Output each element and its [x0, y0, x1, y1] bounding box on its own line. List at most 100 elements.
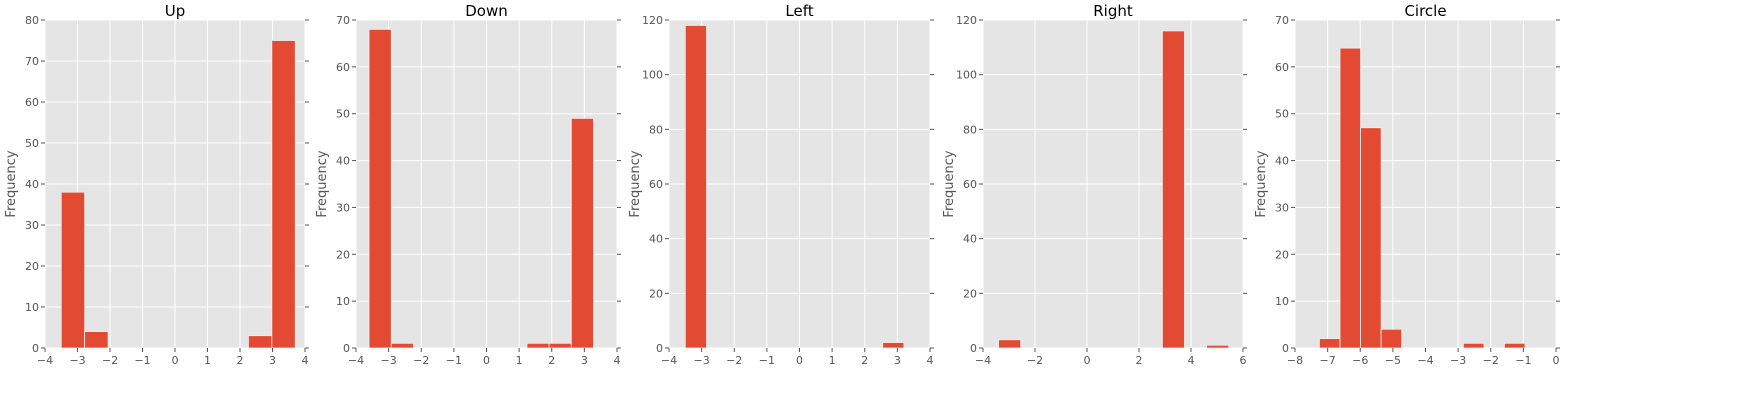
x-tick-label: 0: [796, 354, 803, 367]
y-tick-label: 120: [956, 14, 977, 27]
y-tick-label: 40: [963, 233, 977, 246]
panel-4: −8 −7 −6 −5 −4 −3 −2 −1 0 0 10 20 30 40 50 60 70 Circle Fr…: [1254, 2, 1560, 367]
y-tick-label: 10: [1275, 295, 1289, 308]
y-tick-label: 0: [656, 342, 663, 355]
x-tick-label: 2: [861, 354, 868, 367]
x-tick-label: −3: [69, 354, 85, 367]
y-tick-label: 0: [343, 342, 350, 355]
histogram-bar: [1206, 344, 1230, 349]
x-tick-label: −4: [1417, 354, 1433, 367]
x-tick-label: −2: [1027, 354, 1043, 367]
x-tick-label: −3: [1450, 354, 1466, 367]
x-tick-label: 1: [829, 354, 836, 367]
x-tick-label: 4: [302, 354, 309, 367]
histogram-bar: [684, 25, 707, 349]
chart-title: Down: [465, 2, 508, 20]
chart-title: Right: [1093, 2, 1133, 20]
panel-1: −4 −3 −2 −1 0 1 2 3 4010203040506070DownFrequenc…: [315, 2, 621, 367]
y-tick-label: 50: [25, 137, 39, 150]
y-axis-label: Frequency: [628, 150, 643, 217]
histogram-bar: [1319, 338, 1341, 349]
x-tick-label: 3: [894, 354, 901, 367]
y-tick-label: 30: [336, 201, 350, 214]
y-axis-label: Frequency: [942, 150, 957, 217]
y-tick-label: 80: [25, 14, 39, 27]
x-tick-label: 2: [548, 354, 555, 367]
y-tick-label: 60: [336, 61, 350, 74]
y-tick-label: 20: [25, 260, 39, 273]
x-tick-label: 3: [581, 354, 588, 367]
y-tick-label: 40: [336, 155, 350, 168]
x-tick-label: 3: [269, 354, 276, 367]
y-axis-label: Frequency: [1254, 150, 1269, 217]
y-tick-label: 0: [32, 342, 39, 355]
y-tick-label: 80: [649, 123, 663, 136]
histogram-bar: [548, 342, 572, 349]
y-tick-label: 70: [25, 55, 39, 68]
y-tick-label: 100: [956, 69, 977, 82]
x-tick-label: −4: [661, 354, 677, 367]
y-tick-label: 60: [963, 178, 977, 191]
y-tick-label: 20: [649, 287, 663, 300]
x-tick-label: −4: [975, 354, 991, 367]
y-tick-label: 40: [1275, 155, 1289, 168]
y-tick-label: 60: [649, 178, 663, 191]
histogram-bar: [271, 40, 296, 349]
histogram-bar: [390, 342, 414, 349]
histogram-bar: [526, 342, 550, 349]
histogram-bar: [84, 331, 109, 349]
y-tick-label: 20: [1275, 248, 1289, 261]
histogram-bar: [1339, 47, 1361, 349]
y-tick-label: 20: [963, 287, 977, 300]
y-tick-label: 10: [336, 295, 350, 308]
x-tick-label: 6: [1240, 354, 1247, 367]
y-tick-label: 50: [1275, 108, 1289, 121]
x-tick-label: −2: [726, 354, 742, 367]
y-tick-label: 120: [642, 14, 663, 27]
histogram-bar: [1380, 328, 1403, 349]
chart-title: Circle: [1404, 2, 1446, 20]
x-tick-label: −6: [1352, 354, 1368, 367]
x-tick-label: −1: [759, 354, 775, 367]
panel-0: −4 −3 −2 −1 0 1 2 3 401020304050607080UpFrequenc…: [4, 2, 309, 367]
x-tick-label: −7: [1320, 354, 1336, 367]
chart-title: Left: [785, 2, 813, 20]
x-tick-label: −2: [102, 354, 118, 367]
x-tick-label: 4: [927, 354, 934, 367]
y-tick-label: 0: [970, 342, 977, 355]
histogram-bar: [1504, 342, 1526, 349]
x-tick-label: −1: [1515, 354, 1531, 367]
histogram-bar: [570, 118, 594, 349]
y-tick-label: 100: [642, 69, 663, 82]
x-tick-label: −2: [1483, 354, 1499, 367]
x-tick-label: 0: [1553, 354, 1560, 367]
y-tick-label: 40: [25, 178, 39, 191]
histogram-bar: [248, 335, 273, 349]
x-tick-label: −4: [37, 354, 53, 367]
x-tick-label: −4: [348, 354, 364, 367]
x-tick-label: −3: [381, 354, 397, 367]
y-tick-label: 50: [336, 108, 350, 121]
y-tick-label: 80: [963, 123, 977, 136]
y-tick-label: 40: [649, 233, 663, 246]
x-tick-label: 2: [1136, 354, 1143, 367]
y-tick-label: 0: [1282, 342, 1289, 355]
histogram-bar: [998, 339, 1022, 349]
y-axis-label: Frequency: [4, 150, 19, 217]
chart-title: Up: [165, 2, 186, 20]
x-tick-label: −8: [1287, 354, 1303, 367]
histogram-bar: [882, 342, 905, 349]
y-tick-label: 60: [1275, 61, 1289, 74]
y-axis-label: Frequency: [315, 150, 330, 217]
x-tick-label: 0: [172, 354, 179, 367]
x-tick-label: −3: [694, 354, 710, 367]
x-tick-label: 1: [516, 354, 523, 367]
x-tick-label: −5: [1385, 354, 1401, 367]
histogram-bar: [368, 28, 392, 349]
x-tick-label: 1: [204, 354, 211, 367]
x-tick-label: −1: [446, 354, 462, 367]
y-tick-label: 20: [336, 248, 350, 261]
panel-2: −4 −3 −2 −1 0 1 2 3 4020406080100120LeftFrequenc…: [628, 2, 934, 367]
